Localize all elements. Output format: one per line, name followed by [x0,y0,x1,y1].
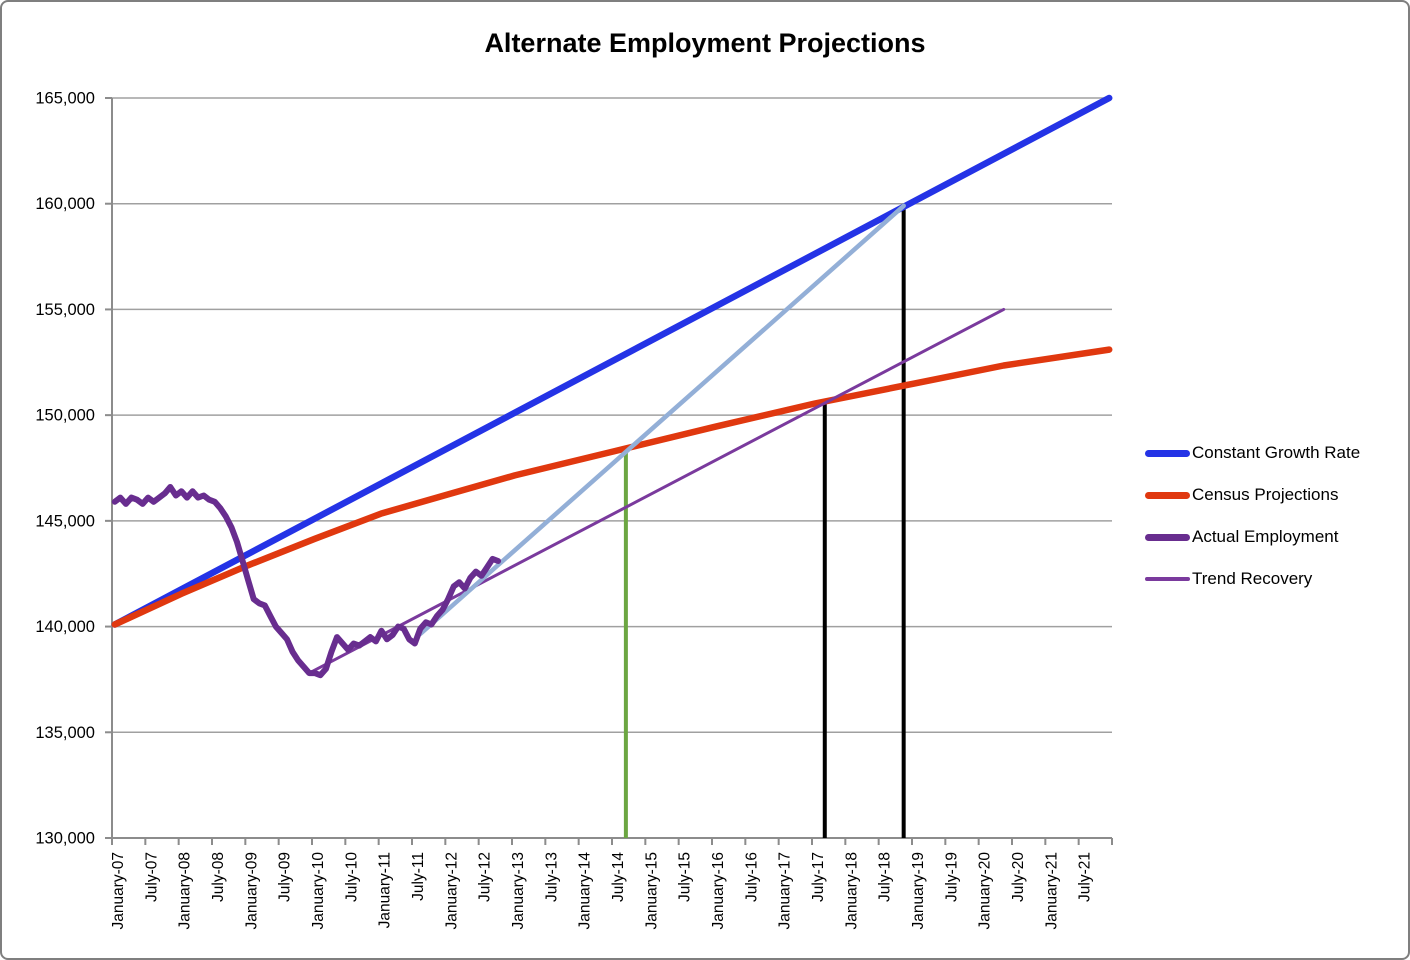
x-tick-label: January-14 [577,852,594,930]
legend-swatch-constant-growth-rate [1145,449,1190,457]
series-line-census-projections [111,346,1113,628]
x-tick-label: July-19 [943,852,960,902]
y-tick-label: 145,000 [35,512,95,530]
x-tick-label: January-11 [377,852,394,928]
x-tick-label: July-20 [1010,852,1027,902]
x-tick-label: July-12 [477,852,494,902]
x-tick-label: January-07 [110,852,127,930]
legend-label-constant-growth-rate: Constant Growth Rate [1192,443,1361,462]
x-tick-label: January-12 [443,852,460,930]
x-tick-label: January-18 [843,852,860,930]
legend-swatch-trend-recovery [1145,577,1190,581]
x-tick-label: January-15 [643,852,660,930]
series-line-trend-recovery [307,307,1006,675]
x-tick-label: July-21 [1077,852,1094,902]
x-tick-label: January-20 [977,852,994,930]
x-tick-label: January-13 [510,852,527,930]
x-tick-label: July-15 [677,852,694,902]
y-tick-label: 160,000 [35,195,95,213]
x-tick-label: July-16 [743,852,760,902]
x-tick-label: July-13 [543,852,560,902]
legend-swatch-census-projections [1145,491,1190,499]
x-tick-label: July-14 [610,852,627,902]
x-tick-label: January-08 [177,852,194,930]
legend: Constant Growth Rate Census Projections Ac… [1145,432,1400,600]
legend-label-actual-employment: Actual Employment [1192,527,1339,546]
y-tick-label: 140,000 [35,618,95,636]
chart-title: Alternate Employment Projections [484,28,926,58]
legend-item-census-projections: Census Projections [1145,474,1400,516]
series-line-constant-growth-rate [111,94,1113,628]
y-tick-label: 130,000 [35,830,95,848]
x-tick-label: January-16 [710,852,727,930]
legend-item-constant-growth-rate: Constant Growth Rate [1145,432,1400,474]
y-tick-label: 135,000 [35,724,95,742]
x-tick-label: January-09 [243,852,260,930]
y-tick-label: 150,000 [35,407,95,425]
legend-item-trend-recovery: Trend Recovery [1145,558,1400,600]
x-tick-label: July-07 [143,852,160,902]
legend-item-actual-employment: Actual Employment [1145,516,1400,558]
series-line-actual-employment [111,484,502,679]
y-tick-label: 155,000 [35,301,95,319]
legend-label-trend-recovery: Trend Recovery [1192,569,1313,588]
x-tick-label: January-17 [777,852,794,930]
x-tick-label: January-10 [310,852,327,930]
x-tick-label: July-08 [210,852,227,902]
x-tick-label: July-18 [877,852,894,902]
x-tick-label: January-19 [910,852,927,930]
series-line-recovery-path [418,203,906,637]
legend-swatch-actual-employment [1145,533,1190,541]
y-tick-label: 165,000 [35,90,95,108]
x-tick-label: July-09 [277,852,294,902]
legend-label-census-projections: Census Projections [1192,485,1339,504]
x-tick-label: January-21 [1043,852,1060,930]
x-tick-label: July-10 [343,852,360,902]
x-tick-label: July-17 [810,852,827,902]
x-tick-label: July-11 [410,852,427,901]
